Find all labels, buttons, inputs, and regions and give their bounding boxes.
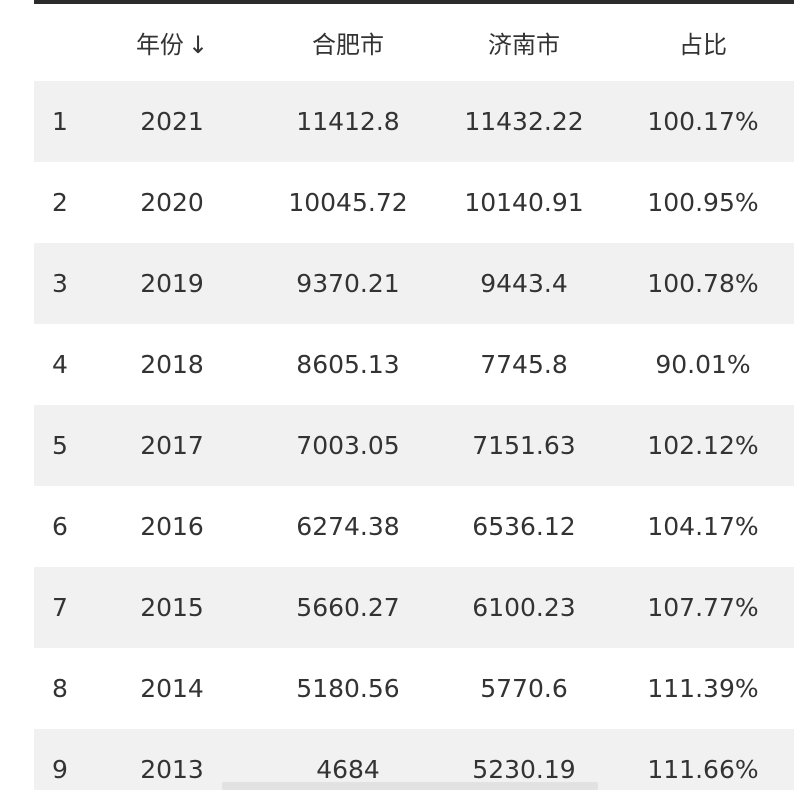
cell-year: 2016 bbox=[140, 512, 204, 541]
cell-jinan: 10140.91 bbox=[464, 188, 584, 217]
sort-down-icon[interactable]: ↓ bbox=[187, 31, 209, 59]
cell-year: 2019 bbox=[140, 269, 204, 298]
cell-ratio: 100.78% bbox=[647, 269, 759, 298]
cell-ratio: 100.95% bbox=[647, 188, 759, 217]
table-row: 8 2014 5180.56 5770.6 111.39% bbox=[34, 648, 794, 729]
data-table: 年份 ↓ 合肥市 济南市 占比 1 2021 11412.8 11432.22 1… bbox=[34, 4, 794, 790]
table-row: 7 2015 5660.27 6100.23 107.77% bbox=[34, 567, 794, 648]
cell-ratio: 90.01% bbox=[655, 350, 751, 379]
cell-hefei: 9370.21 bbox=[296, 269, 400, 298]
cell-index: 3 bbox=[52, 269, 68, 298]
cell-hefei: 5660.27 bbox=[296, 593, 400, 622]
cell-index: 4 bbox=[52, 350, 68, 379]
table-header-row: 年份 ↓ 合肥市 济南市 占比 bbox=[34, 4, 794, 81]
header-ratio[interactable]: 占比 bbox=[679, 31, 727, 59]
cell-index: 2 bbox=[52, 188, 68, 217]
table-body: 1 2021 11412.8 11432.22 100.17% 2 2020 1… bbox=[34, 81, 794, 790]
cell-index: 7 bbox=[52, 593, 68, 622]
cell-year: 2015 bbox=[140, 593, 204, 622]
header-year[interactable]: 年份 ↓ bbox=[84, 4, 260, 81]
cell-ratio: 102.12% bbox=[647, 431, 759, 460]
cell-year: 2014 bbox=[140, 674, 204, 703]
cell-year: 2021 bbox=[140, 107, 204, 136]
cell-year: 2013 bbox=[140, 755, 204, 784]
cell-jinan: 7151.63 bbox=[472, 431, 576, 460]
header-hefei[interactable]: 合肥市 bbox=[312, 31, 384, 59]
cell-index: 8 bbox=[52, 674, 68, 703]
header-jinan[interactable]: 济南市 bbox=[488, 31, 560, 59]
cell-index: 6 bbox=[52, 512, 68, 541]
horizontal-scrollbar[interactable] bbox=[222, 782, 598, 790]
cell-ratio: 107.77% bbox=[647, 593, 759, 622]
cell-hefei: 10045.72 bbox=[288, 188, 408, 217]
cell-index: 5 bbox=[52, 431, 68, 460]
cell-hefei: 5180.56 bbox=[296, 674, 400, 703]
cell-jinan: 9443.4 bbox=[480, 269, 568, 298]
cell-jinan: 5230.19 bbox=[472, 755, 576, 784]
cell-ratio: 111.39% bbox=[647, 674, 759, 703]
cell-hefei: 8605.13 bbox=[296, 350, 400, 379]
cell-year: 2020 bbox=[140, 188, 204, 217]
table-row: 6 2016 6274.38 6536.12 104.17% bbox=[34, 486, 794, 567]
table-row: 3 2019 9370.21 9443.4 100.78% bbox=[34, 243, 794, 324]
cell-ratio: 111.66% bbox=[647, 755, 759, 784]
cell-jinan: 11432.22 bbox=[464, 107, 584, 136]
cell-jinan: 6536.12 bbox=[472, 512, 576, 541]
cell-ratio: 104.17% bbox=[647, 512, 759, 541]
table-row: 1 2021 11412.8 11432.22 100.17% bbox=[34, 81, 794, 162]
data-table-container[interactable]: 年份 ↓ 合肥市 济南市 占比 1 2021 11412.8 11432.22 1… bbox=[34, 0, 794, 790]
cell-hefei: 7003.05 bbox=[296, 431, 400, 460]
cell-year: 2018 bbox=[140, 350, 204, 379]
cell-index: 1 bbox=[52, 107, 68, 136]
cell-hefei: 6274.38 bbox=[296, 512, 400, 541]
cell-index: 9 bbox=[52, 755, 68, 784]
cell-hefei: 4684 bbox=[316, 755, 380, 784]
table-row: 4 2018 8605.13 7745.8 90.01% bbox=[34, 324, 794, 405]
cell-hefei: 11412.8 bbox=[296, 107, 400, 136]
cell-jinan: 6100.23 bbox=[472, 593, 576, 622]
header-index bbox=[34, 4, 84, 81]
table-row: 2 2020 10045.72 10140.91 100.95% bbox=[34, 162, 794, 243]
cell-jinan: 7745.8 bbox=[480, 350, 568, 379]
header-year-label: 年份 bbox=[135, 31, 184, 59]
cell-jinan: 5770.6 bbox=[480, 674, 568, 703]
table-row: 9 2013 4684 5230.19 111.66% bbox=[34, 729, 794, 790]
table-row: 5 2017 7003.05 7151.63 102.12% bbox=[34, 405, 794, 486]
cell-year: 2017 bbox=[140, 431, 204, 460]
cell-ratio: 100.17% bbox=[647, 107, 759, 136]
